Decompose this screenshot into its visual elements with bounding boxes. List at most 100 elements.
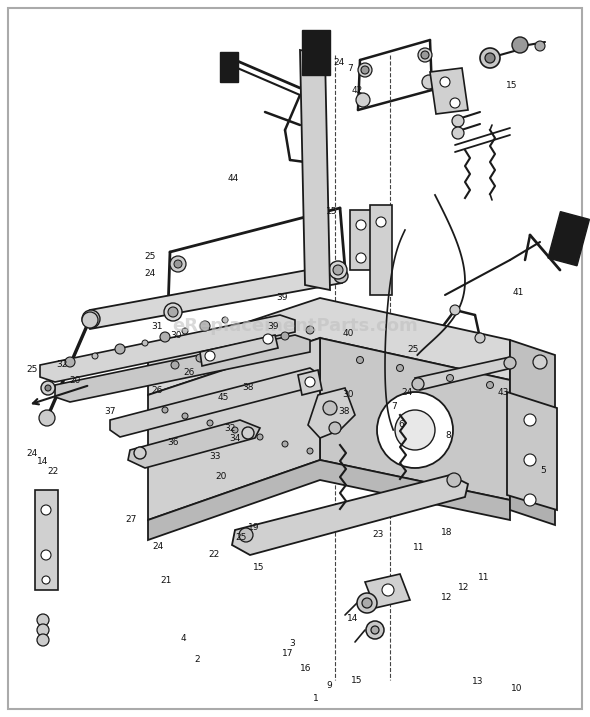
Text: 33: 33	[209, 452, 221, 461]
Circle shape	[41, 381, 55, 395]
Circle shape	[174, 260, 182, 268]
Circle shape	[306, 326, 314, 334]
Circle shape	[452, 127, 464, 139]
Text: 26: 26	[183, 369, 195, 377]
Text: 26: 26	[152, 386, 163, 395]
Text: 20: 20	[69, 376, 81, 384]
Circle shape	[142, 340, 148, 346]
Text: 6: 6	[398, 420, 404, 429]
Text: 19: 19	[248, 523, 260, 532]
Circle shape	[257, 434, 263, 440]
Text: 41: 41	[512, 288, 524, 297]
Polygon shape	[148, 338, 320, 520]
Text: 10: 10	[510, 684, 522, 693]
Circle shape	[134, 447, 146, 459]
Polygon shape	[148, 298, 510, 395]
Circle shape	[480, 48, 500, 68]
Circle shape	[356, 356, 363, 364]
Text: 11: 11	[478, 573, 490, 581]
Text: 7: 7	[348, 65, 353, 73]
Polygon shape	[320, 338, 510, 500]
Circle shape	[487, 381, 493, 389]
Circle shape	[207, 420, 213, 426]
Circle shape	[396, 364, 404, 371]
Circle shape	[82, 310, 100, 328]
Text: 12: 12	[457, 584, 469, 592]
Polygon shape	[298, 370, 322, 395]
Text: 32: 32	[56, 360, 68, 369]
Circle shape	[524, 414, 536, 426]
Text: 11: 11	[413, 543, 425, 552]
Bar	[548, 212, 589, 266]
Circle shape	[160, 332, 170, 342]
Circle shape	[333, 265, 343, 275]
Text: 24: 24	[152, 542, 163, 551]
Circle shape	[418, 48, 432, 62]
Text: 45: 45	[217, 394, 229, 402]
Text: 15: 15	[506, 81, 518, 90]
Text: 37: 37	[104, 407, 116, 416]
Polygon shape	[35, 490, 58, 590]
Circle shape	[37, 614, 49, 626]
Text: 24: 24	[144, 270, 156, 278]
Circle shape	[200, 321, 210, 331]
Bar	[302, 30, 330, 75]
Circle shape	[196, 354, 204, 362]
Circle shape	[182, 328, 188, 334]
Text: 42: 42	[352, 86, 363, 95]
Polygon shape	[365, 574, 410, 608]
Text: 27: 27	[125, 515, 137, 523]
Circle shape	[170, 256, 186, 272]
Polygon shape	[88, 264, 342, 329]
Circle shape	[382, 584, 394, 596]
Circle shape	[41, 550, 51, 560]
Circle shape	[82, 312, 98, 328]
Polygon shape	[148, 460, 510, 540]
Circle shape	[366, 621, 384, 639]
Circle shape	[362, 598, 372, 608]
Text: 22: 22	[47, 467, 59, 476]
Text: 17: 17	[282, 650, 294, 658]
Text: 13: 13	[472, 677, 484, 685]
Circle shape	[42, 576, 50, 584]
Circle shape	[440, 77, 450, 87]
Text: 1: 1	[313, 694, 319, 703]
Text: 40: 40	[342, 329, 354, 338]
Circle shape	[263, 334, 273, 344]
Circle shape	[356, 93, 370, 107]
Text: 39: 39	[267, 323, 279, 331]
Text: 24: 24	[401, 389, 413, 397]
Text: 4: 4	[180, 634, 186, 642]
Circle shape	[115, 344, 125, 354]
Circle shape	[65, 357, 75, 367]
Text: 14: 14	[37, 457, 49, 466]
Circle shape	[377, 392, 453, 468]
Text: 23: 23	[372, 530, 384, 538]
Circle shape	[361, 66, 369, 74]
Text: eReplacementParts.com: eReplacementParts.com	[172, 317, 418, 336]
Circle shape	[307, 448, 313, 454]
Text: 3: 3	[289, 640, 295, 648]
Circle shape	[242, 427, 254, 439]
Polygon shape	[308, 388, 355, 438]
Circle shape	[182, 413, 188, 419]
Text: 9: 9	[326, 681, 332, 690]
Circle shape	[450, 305, 460, 315]
Circle shape	[41, 505, 51, 515]
Text: 44: 44	[227, 174, 239, 183]
Circle shape	[533, 355, 547, 369]
Text: 39: 39	[276, 293, 288, 302]
Text: 24: 24	[27, 449, 38, 457]
Polygon shape	[300, 50, 330, 290]
Circle shape	[162, 407, 168, 413]
Circle shape	[282, 441, 288, 447]
Circle shape	[395, 410, 435, 450]
Polygon shape	[350, 210, 372, 270]
Text: 25: 25	[27, 365, 38, 374]
Circle shape	[447, 374, 454, 381]
Text: 15: 15	[326, 207, 337, 216]
Text: 20: 20	[215, 473, 227, 481]
Text: 22: 22	[208, 551, 219, 559]
Circle shape	[356, 253, 366, 263]
Text: 32: 32	[224, 424, 236, 433]
